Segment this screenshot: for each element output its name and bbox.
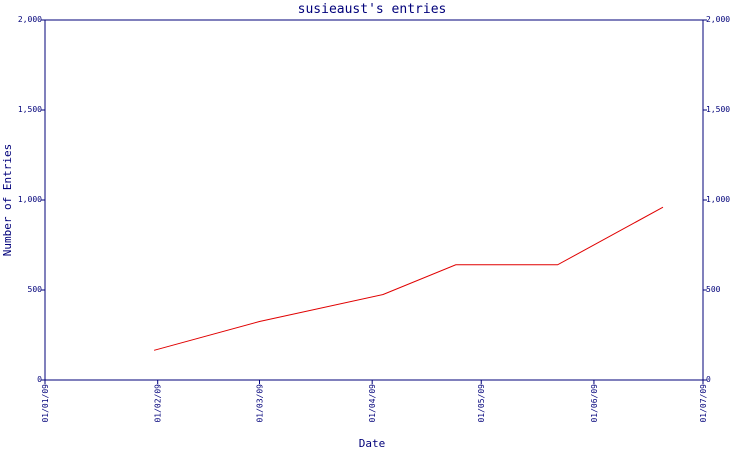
x-tick-label: 01/05/09: [477, 384, 486, 423]
x-tick-label: 01/03/09: [255, 384, 264, 423]
y-tick-label-left: 2,000: [18, 15, 42, 24]
y-tick-label-left: 500: [28, 285, 43, 294]
x-tick-label: 01/06/09: [590, 384, 599, 423]
series-line: [153, 206, 664, 351]
x-tick-label: 01/02/09: [154, 384, 163, 423]
series-group: [153, 206, 664, 351]
y-tick-label-right: 500: [706, 285, 721, 294]
y-tick-label-right: 2,000: [706, 15, 730, 24]
x-tick-label: 01/01/09: [41, 384, 50, 423]
plot-frame: [44, 19, 704, 381]
y-axis-label: Number of Entries: [1, 144, 14, 257]
x-tick-label: 01/04/09: [368, 384, 377, 423]
y-axis-right: 0 500 1,000 1,500 2,000: [703, 15, 730, 384]
y-axis-left: 0 500 1,000 1,500 2,000: [18, 15, 45, 384]
y-tick-label-right: 1,500: [706, 105, 730, 114]
y-tick-label-left: 0: [37, 375, 42, 384]
x-axis: 01/01/09 01/02/09 01/03/09 01/04/09 01/05/09…: [41, 380, 708, 423]
y-tick-label-left: 1,000: [18, 195, 42, 204]
x-axis-label: Date: [359, 437, 386, 450]
x-tick-label: 01/07/09: [699, 384, 708, 423]
y-tick-label-left: 1,500: [18, 105, 42, 114]
y-tick-label-right: 0: [706, 375, 711, 384]
chart-title: susieaust's entries: [298, 2, 447, 17]
y-tick-label-right: 1,000: [706, 195, 730, 204]
